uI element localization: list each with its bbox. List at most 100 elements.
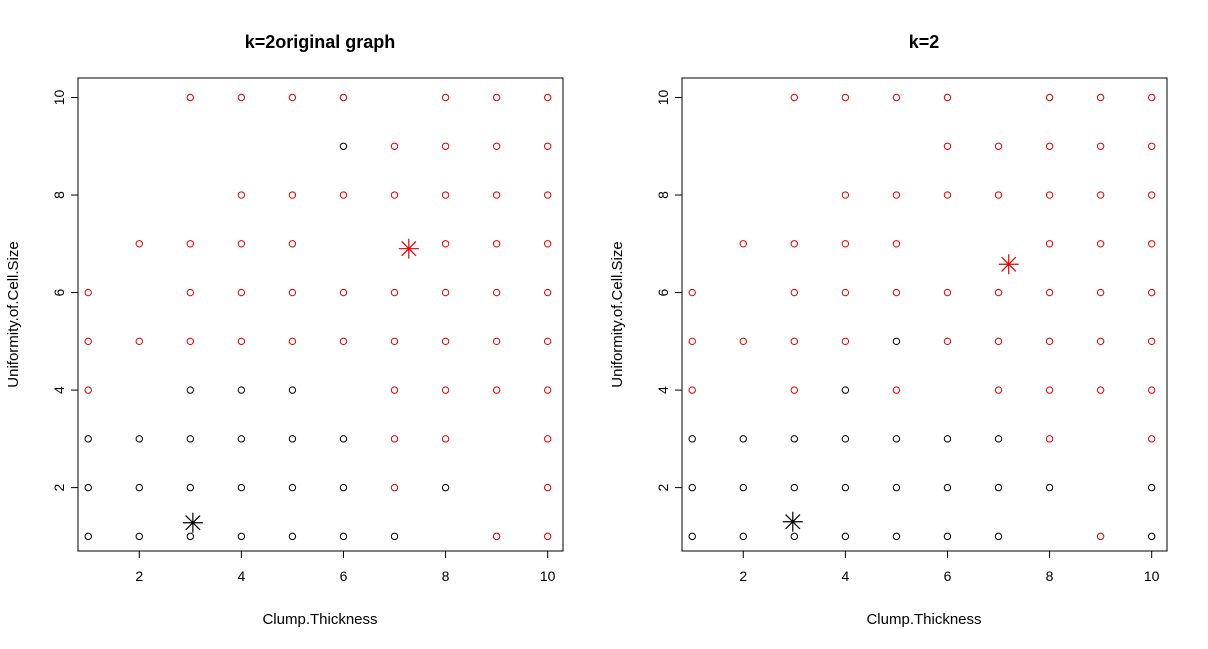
y-tick-label: 8 [51, 191, 67, 199]
data-point-cluster-1 [688, 532, 696, 541]
data-point-cluster-2 [288, 337, 297, 346]
cluster-center-1 [782, 511, 803, 532]
data-point-cluster-2 [390, 288, 399, 297]
data-point-cluster-2 [237, 337, 246, 346]
data-point-cluster-2 [543, 532, 552, 541]
data-point-cluster-2 [492, 191, 501, 199]
data-point-cluster-1 [288, 386, 297, 394]
data-point-cluster-2 [441, 240, 450, 248]
data-point-cluster-2 [688, 386, 696, 394]
data-point-cluster-2 [1045, 288, 1054, 297]
data-point-cluster-2 [543, 435, 552, 443]
x-axis-label: Clump.Thickness [262, 611, 377, 628]
data-point-cluster-2 [390, 386, 399, 394]
data-point-cluster-2 [892, 240, 901, 248]
data-point-cluster-2 [943, 337, 952, 346]
data-point-cluster-1 [441, 483, 450, 492]
data-point-cluster-2 [390, 483, 399, 492]
data-point-cluster-2 [1045, 93, 1054, 102]
data-point-cluster-2 [339, 93, 348, 102]
x-tick-label: 10 [1144, 568, 1160, 584]
data-point-cluster-2 [339, 337, 348, 346]
data-point-cluster-2 [892, 288, 901, 297]
x-tick-label: 2 [135, 568, 143, 584]
data-point-cluster-2 [841, 240, 850, 248]
data-point-cluster-2 [84, 386, 92, 394]
plot-frame [77, 77, 564, 552]
data-point-cluster-1 [339, 142, 348, 150]
x-tick-label: 6 [340, 568, 348, 584]
data-point-cluster-1 [892, 483, 901, 492]
x-tick-label: 10 [540, 568, 556, 584]
cluster-center-2 [998, 254, 1019, 275]
x-tick-label: 6 [944, 568, 952, 584]
data-point-cluster-2 [1147, 93, 1156, 102]
data-point-cluster-2 [790, 288, 799, 297]
y-tick-label: 6 [51, 288, 67, 296]
x-tick-label: 2 [739, 568, 747, 584]
data-point-cluster-2 [543, 386, 552, 394]
data-point-cluster-1 [135, 483, 143, 492]
data-point-cluster-2 [1096, 337, 1105, 346]
data-point-cluster-2 [739, 337, 747, 346]
data-point-cluster-2 [841, 337, 850, 346]
data-point-cluster-2 [943, 191, 952, 199]
data-point-cluster-2 [543, 191, 552, 199]
data-point-cluster-2 [441, 337, 450, 346]
data-point-cluster-1 [237, 386, 246, 394]
data-point-cluster-1 [339, 532, 348, 541]
data-point-cluster-2 [339, 288, 348, 297]
data-point-cluster-2 [237, 93, 246, 102]
data-point-cluster-2 [994, 288, 1003, 297]
data-point-cluster-2 [1045, 191, 1054, 199]
data-point-cluster-1 [339, 435, 348, 443]
data-point-cluster-1 [739, 435, 747, 443]
data-point-cluster-2 [288, 191, 297, 199]
y-tick-label: 4 [51, 386, 67, 394]
data-point-cluster-1 [841, 532, 850, 541]
data-point-cluster-2 [1096, 532, 1105, 541]
data-point-cluster-2 [841, 288, 850, 297]
data-point-cluster-1 [943, 435, 952, 443]
data-point-cluster-2 [441, 191, 450, 199]
data-point-cluster-2 [543, 483, 552, 492]
data-point-cluster-2 [135, 337, 143, 346]
x-axis-label: Clump.Thickness [866, 611, 981, 628]
data-point-cluster-2 [237, 240, 246, 248]
x-tick-label: 4 [841, 568, 849, 584]
data-point-cluster-1 [943, 532, 952, 541]
data-point-cluster-1 [186, 532, 195, 541]
data-point-cluster-1 [288, 483, 297, 492]
data-point-cluster-1 [892, 337, 901, 346]
data-point-cluster-2 [390, 142, 399, 150]
data-point-cluster-1 [688, 483, 696, 492]
data-point-cluster-2 [1045, 435, 1054, 443]
data-point-cluster-1 [739, 532, 747, 541]
y-axis-label: Uniformity.of.Cell.Size [609, 241, 626, 387]
x-tick-label: 8 [442, 568, 450, 584]
data-point-cluster-2 [1096, 386, 1105, 394]
y-tick-label: 4 [655, 386, 671, 394]
data-point-cluster-2 [543, 93, 552, 102]
data-point-cluster-1 [237, 435, 246, 443]
data-point-cluster-2 [841, 191, 850, 199]
data-point-cluster-2 [237, 191, 246, 199]
data-point-cluster-1 [135, 435, 143, 443]
data-point-cluster-2 [994, 337, 1003, 346]
data-point-cluster-2 [994, 191, 1003, 199]
x-tick-label: 8 [1046, 568, 1054, 584]
data-point-cluster-2 [1045, 386, 1054, 394]
y-tick-label: 6 [655, 288, 671, 296]
data-point-cluster-2 [994, 142, 1003, 150]
data-point-cluster-1 [841, 435, 850, 443]
data-point-cluster-2 [892, 93, 901, 102]
cluster-center-1 [182, 512, 203, 533]
data-point-cluster-2 [84, 288, 92, 297]
data-point-cluster-2 [237, 288, 246, 297]
x-tick-label: 4 [237, 568, 245, 584]
data-point-cluster-1 [892, 435, 901, 443]
data-point-cluster-2 [790, 337, 799, 346]
data-point-cluster-1 [186, 435, 195, 443]
data-point-cluster-2 [1045, 337, 1054, 346]
data-point-cluster-2 [1147, 191, 1156, 199]
